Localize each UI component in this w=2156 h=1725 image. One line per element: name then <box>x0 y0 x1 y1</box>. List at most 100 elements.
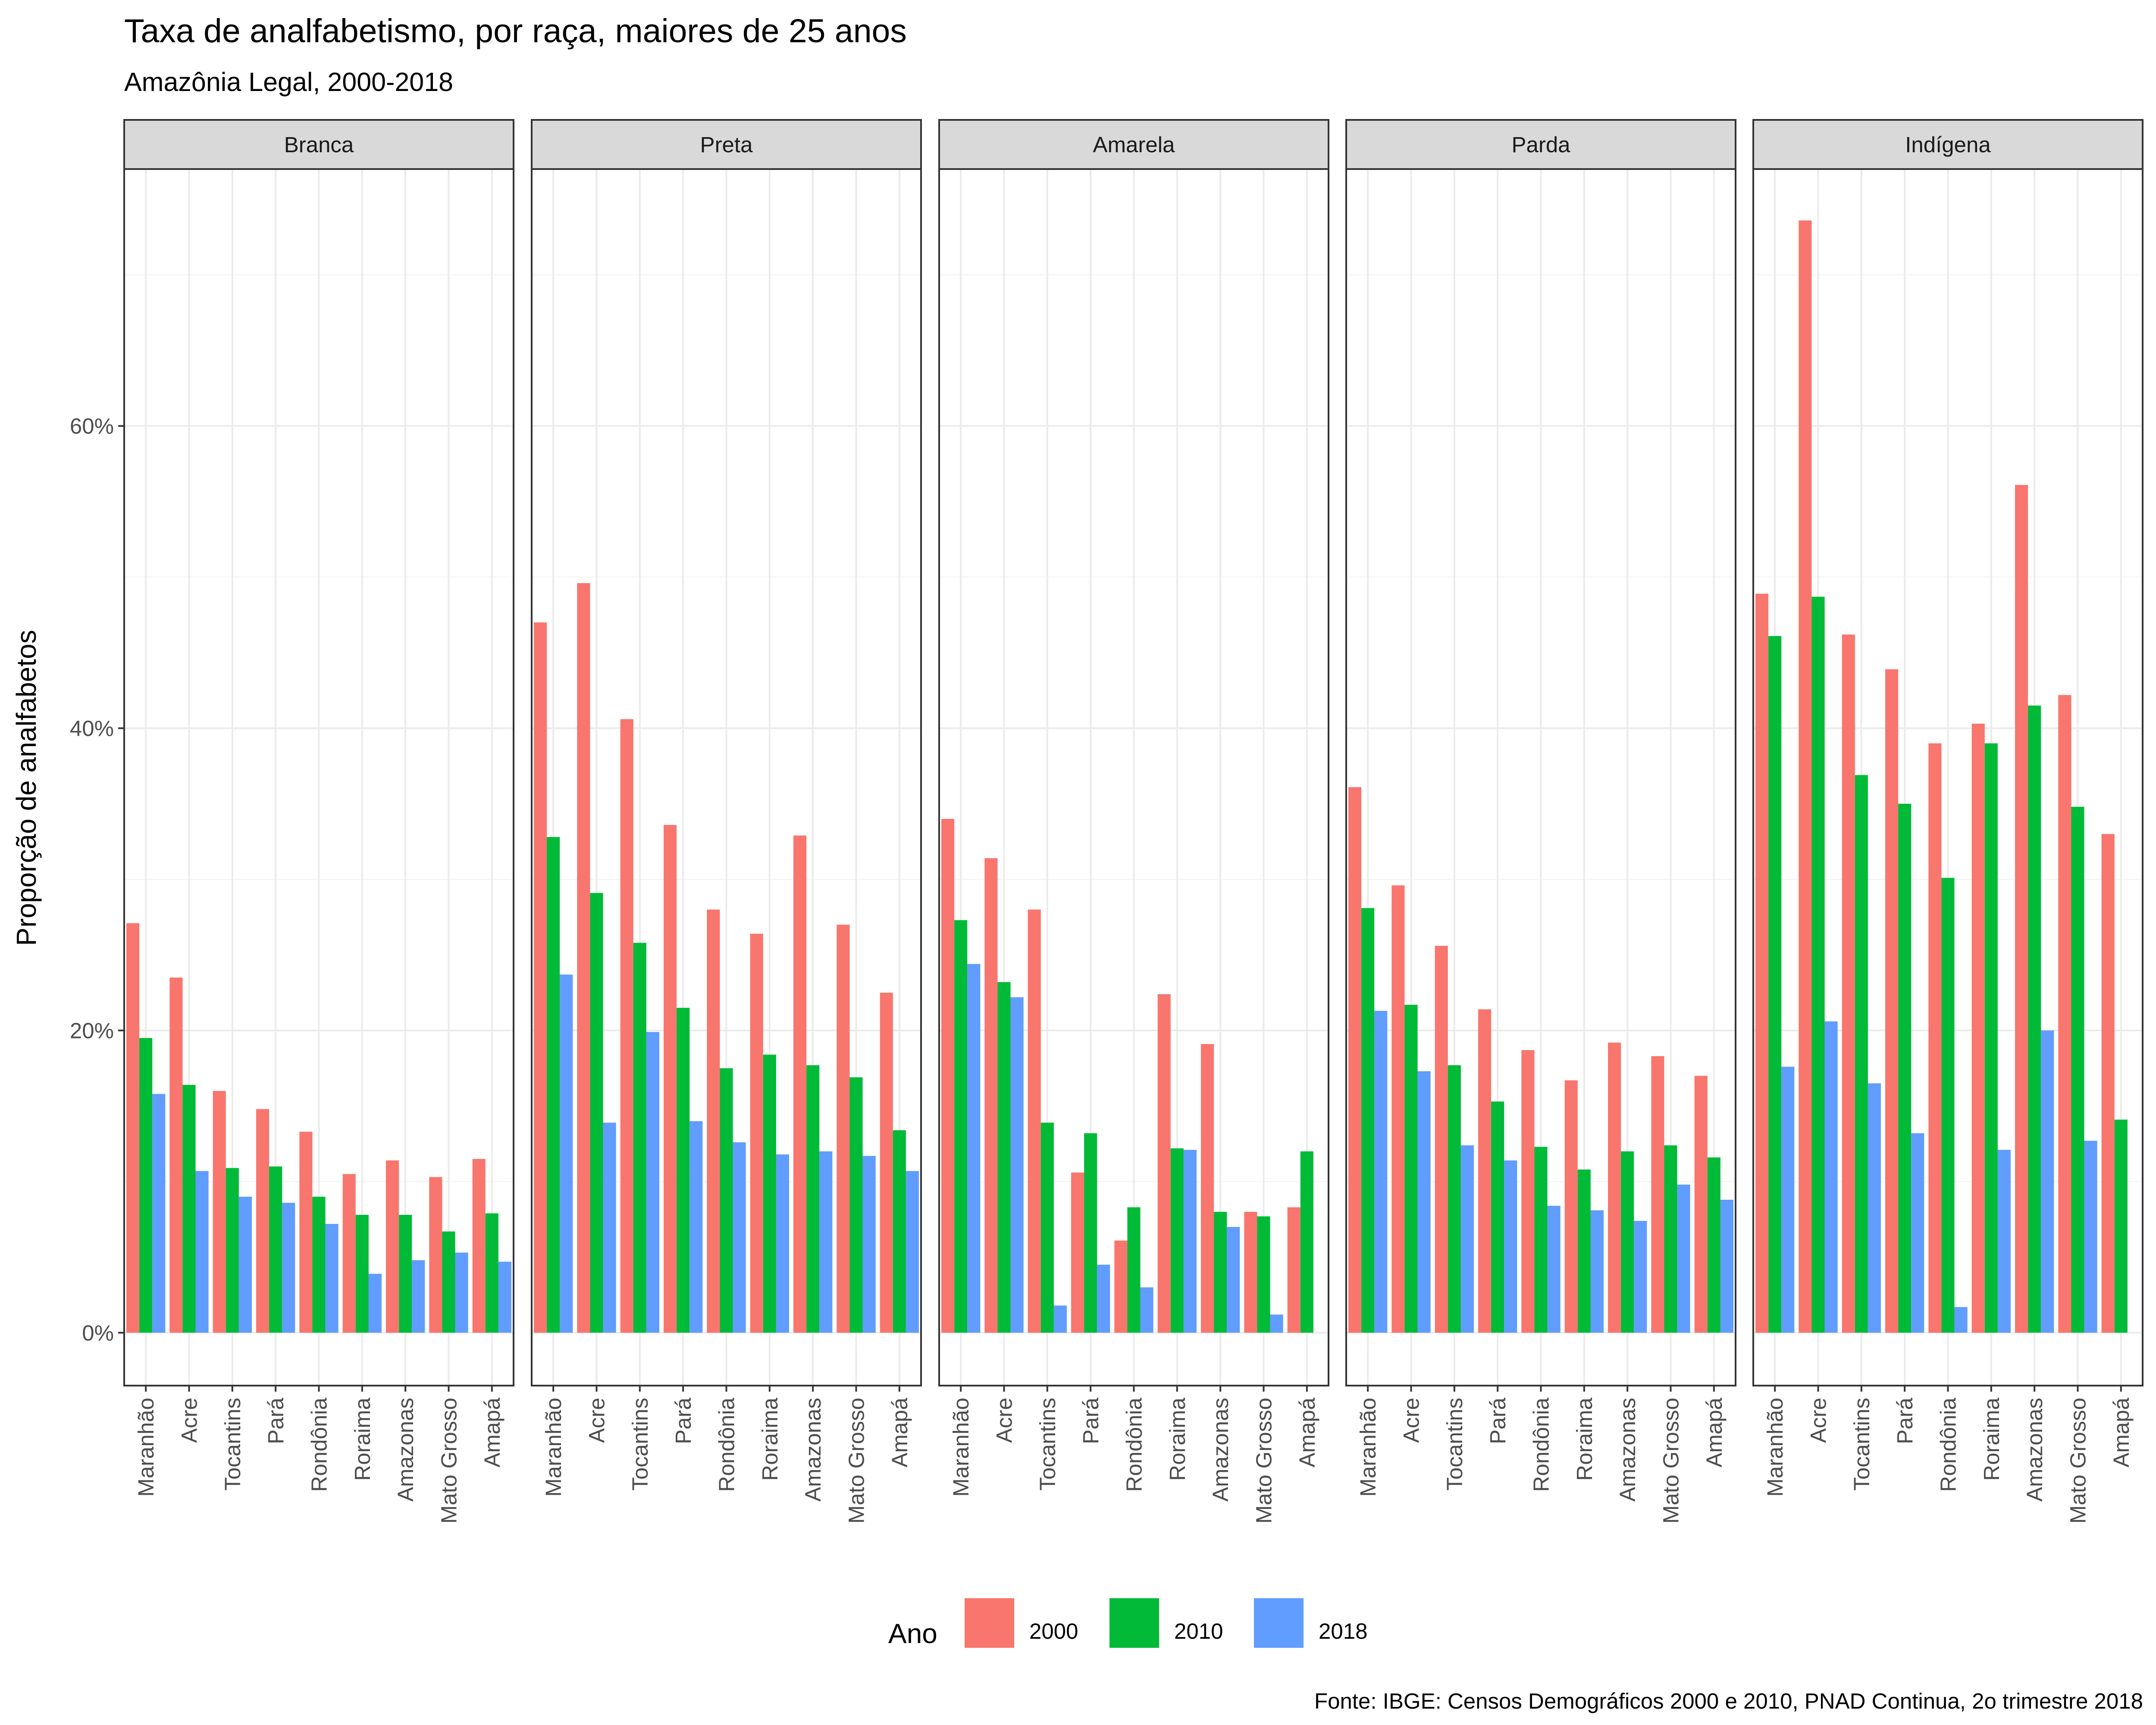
bar-2000-maranhão <box>534 622 547 1333</box>
bar-2018-roraima <box>776 1154 789 1333</box>
x-tick-label: Acre <box>585 1398 609 1443</box>
facet-strip-label: Amarela <box>1093 132 1175 157</box>
bar-2010-amazonas <box>399 1215 412 1333</box>
bar-2010-mato-grosso <box>442 1231 455 1333</box>
bar-2010-maranhão <box>1768 636 1782 1333</box>
bar-2000-rondônia <box>707 910 720 1333</box>
x-tick-label: Roraima <box>1979 1397 2004 1480</box>
bar-2000-amapá <box>1694 1076 1708 1333</box>
bar-2000-mato-grosso <box>2058 695 2071 1333</box>
bar-2010-amapá <box>1707 1157 1720 1333</box>
facet-strip <box>1752 119 2143 170</box>
legend-title: Ano <box>888 1618 937 1649</box>
bar-2018-amapá <box>1720 1199 1733 1333</box>
bar-2010-roraima <box>763 1054 776 1333</box>
x-tick-label: Amazonas <box>2022 1398 2047 1502</box>
x-tick-label: Pará <box>1078 1397 1103 1444</box>
bar-2010-amazonas <box>1621 1151 1634 1333</box>
x-tick-label: Maranhão <box>1763 1398 1787 1497</box>
bar-2000-tocantins <box>213 1091 226 1333</box>
bar-2000-tocantins <box>1842 634 1855 1333</box>
bar-2018-mato-grosso <box>455 1252 468 1333</box>
x-tick-label: Maranhão <box>1356 1398 1380 1497</box>
bar-2018-maranhão <box>1374 1010 1388 1333</box>
x-tick-label: Rondônia <box>307 1397 332 1492</box>
bar-2018-acre <box>603 1123 616 1333</box>
bar-2010-acre <box>590 893 603 1333</box>
x-tick-label: Mato Grosso <box>844 1398 869 1524</box>
x-tick-label: Amazonas <box>1615 1398 1640 1502</box>
x-tick-label: Pará <box>1893 1397 1917 1444</box>
bar-2018-maranhão <box>152 1094 166 1333</box>
bar-2000-pará <box>1478 1009 1492 1333</box>
bar-2000-amapá <box>880 992 893 1333</box>
chart-subtitle: Amazônia Legal, 2000-2018 <box>124 67 453 97</box>
bar-2018-rondônia <box>325 1224 338 1333</box>
bar-2018-amapá <box>906 1171 919 1333</box>
bar-2018-roraima <box>1997 1150 2011 1333</box>
x-tick-label: Amazonas <box>1208 1398 1233 1502</box>
bar-2018-maranhão <box>967 964 981 1333</box>
bar-2000-maranhão <box>941 819 955 1333</box>
bar-2010-amazonas <box>1214 1212 1227 1333</box>
bar-2000-roraima <box>1971 724 1985 1333</box>
chart-title: Taxa de analfabetismo, por raça, maiores… <box>124 13 907 50</box>
bar-2000-pará <box>1071 1172 1084 1333</box>
bar-2010-rondônia <box>1534 1147 1548 1333</box>
x-tick-label: Roraima <box>1572 1397 1597 1480</box>
bar-2010-acre <box>1404 1004 1418 1333</box>
x-tick-label: Mato Grosso <box>2066 1398 2090 1524</box>
bar-2010-tocantins <box>633 943 646 1333</box>
bar-2010-tocantins <box>226 1168 239 1333</box>
bar-2010-rondônia <box>720 1068 733 1333</box>
facet-panel-preta: Preta Maranhão Acre Tocantins Pará Rondônia Ro… <box>531 119 922 1524</box>
x-tick-label: Tocantins <box>1442 1398 1467 1490</box>
bar-2018-pará <box>689 1121 703 1333</box>
bar-2010-amazonas <box>2028 706 2041 1333</box>
facet-strip <box>531 119 922 170</box>
x-tick-label: Tocantins <box>220 1398 245 1490</box>
x-tick-label: Acre <box>992 1398 1017 1443</box>
bar-2018-mato-grosso <box>862 1156 876 1333</box>
x-tick-label: Rondônia <box>1122 1397 1147 1492</box>
bar-2000-amapá <box>472 1159 486 1333</box>
bar-2010-roraima <box>1170 1148 1184 1333</box>
x-tick-label: Rondônia <box>714 1397 739 1492</box>
bar-2010-amapá <box>2114 1120 2128 1333</box>
x-tick-label: Amapá <box>887 1397 912 1467</box>
facet-strip-label: Branca <box>284 132 354 157</box>
y-tick-label: 40% <box>70 716 114 741</box>
legend-label-2010: 2010 <box>1174 1619 1223 1643</box>
bar-2018-acre <box>1417 1071 1431 1333</box>
x-tick-label: Acre <box>1399 1398 1424 1443</box>
bar-2010-rondônia <box>312 1196 326 1333</box>
x-tick-label: Maranhão <box>541 1398 566 1497</box>
y-axis-title: Proporção de analfabetos <box>11 630 42 946</box>
bar-2018-tocantins <box>646 1032 659 1333</box>
bar-2018-pará <box>1504 1160 1517 1333</box>
facet-strip-label: Parda <box>1511 132 1570 157</box>
bar-2000-amazonas <box>1201 1044 1214 1333</box>
bar-2018-maranhão <box>560 974 573 1333</box>
y-tick-label: 20% <box>70 1018 114 1043</box>
bar-2010-roraima <box>1577 1169 1591 1333</box>
bar-2010-maranhão <box>139 1038 153 1333</box>
x-tick-label: Amapá <box>480 1397 505 1467</box>
bar-2018-amazonas <box>412 1260 425 1333</box>
x-tick-label: Maranhão <box>949 1398 973 1497</box>
facet-strip <box>938 119 1329 170</box>
bar-2000-tocantins <box>1028 910 1041 1333</box>
bar-2000-mato-grosso <box>1244 1212 1257 1333</box>
x-tick-label: Maranhão <box>134 1398 158 1497</box>
bar-2018-amazonas <box>819 1151 833 1333</box>
bar-2018-rondônia <box>1140 1287 1153 1333</box>
bar-2000-roraima <box>1564 1080 1578 1333</box>
x-tick-label: Pará <box>263 1397 288 1444</box>
bar-2000-rondônia <box>1928 743 1942 1333</box>
x-tick-label: Roraima <box>758 1397 782 1480</box>
source-caption: Fonte: IBGE: Censos Demográficos 2000 e … <box>1314 1689 2143 1713</box>
facet-panel-branca: Branca Maranhão Acre Tocantins Pará Rondônia R… <box>123 119 514 1524</box>
bar-2018-mato-grosso <box>1677 1184 1690 1333</box>
x-tick-label: Rondônia <box>1529 1397 1554 1492</box>
facet-panel-indígena: Indígena Maranhão Acre Tocantins Pará Rondôni… <box>1752 119 2143 1524</box>
